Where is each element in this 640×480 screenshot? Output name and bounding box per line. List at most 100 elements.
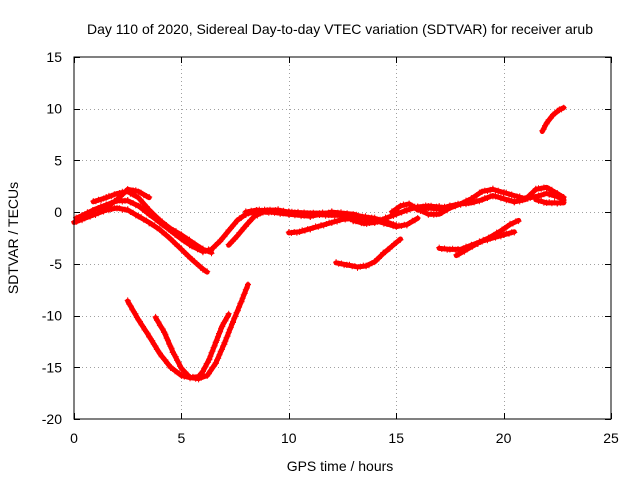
data-point-marker: [476, 189, 483, 196]
data-point-marker: [111, 204, 118, 211]
data-point-marker: [181, 234, 188, 241]
data-point-marker: [485, 234, 492, 241]
data-point-marker: [138, 214, 145, 221]
data-point-marker: [543, 120, 550, 127]
data-point-marker: [214, 333, 221, 340]
data-point-marker: [463, 201, 469, 208]
data-point-marker: [401, 221, 408, 228]
data-point-marker: [313, 210, 320, 217]
data-point-marker: [137, 318, 143, 325]
data-point-marker: [551, 189, 558, 196]
data-point-marker: [146, 194, 153, 200]
data-point-marker: [446, 246, 453, 253]
data-point-marker: [186, 236, 193, 243]
data-point-marker: [189, 239, 196, 246]
data-point-marker: [245, 220, 251, 227]
data-point-marker: [342, 216, 349, 223]
y-tick-label: 5: [54, 152, 62, 168]
data-point-marker: [316, 210, 323, 217]
data-point-marker: [154, 225, 161, 232]
data-point-marker: [135, 213, 142, 220]
data-point-marker: [211, 342, 218, 349]
data-point-marker: [511, 229, 518, 236]
data-point-marker: [452, 201, 459, 208]
data-point-marker: [425, 211, 432, 218]
data-point-marker: [144, 330, 151, 337]
data-point-marker: [288, 229, 295, 236]
data-point-marker: [239, 295, 246, 302]
data-point-marker: [217, 328, 224, 335]
chart-title: Day 110 of 2020, Sidereal Day-to-day VTE…: [87, 21, 593, 37]
series-arc-10: [414, 184, 567, 213]
x-tick-label: 5: [178, 430, 186, 446]
data-point-marker: [146, 206, 153, 213]
series-arc-11: [532, 196, 567, 207]
data-point-marker: [242, 208, 249, 215]
y-tick-label: 10: [46, 101, 62, 117]
data-point-marker: [135, 188, 142, 195]
data-point-marker: [138, 189, 145, 196]
data-point-marker: [347, 216, 354, 223]
data-point-marker: [127, 303, 134, 310]
data-point-marker: [155, 319, 162, 326]
data-point-marker: [175, 359, 182, 366]
y-tick-label: 0: [54, 204, 62, 220]
data-point-marker: [310, 209, 317, 216]
data-point-marker: [108, 206, 115, 212]
data-point-marker: [151, 222, 158, 229]
x-tick-label: 20: [496, 430, 512, 446]
data-point-marker: [178, 245, 185, 252]
data-point-marker: [156, 350, 163, 357]
series-arc-14: [539, 104, 567, 134]
data-point-marker: [270, 207, 277, 214]
data-point-marker: [238, 298, 245, 305]
data-point-marker: [162, 356, 169, 363]
data-point-marker: [150, 210, 157, 217]
y-tick-label: -5: [50, 256, 63, 272]
data-point-marker: [234, 232, 241, 239]
x-tick-labels: 0 5 10 15 20 25: [70, 430, 619, 446]
data-point-marker: [170, 227, 177, 234]
data-point-marker: [169, 237, 176, 244]
data-point-marker: [406, 201, 413, 208]
data-point-marker: [201, 365, 208, 372]
data-point-marker: [484, 188, 491, 195]
data-point-marker: [215, 355, 222, 362]
data-point-marker: [140, 216, 147, 223]
data-point-marker: [249, 216, 256, 222]
data-point-marker: [230, 318, 236, 325]
data-point-marker: [261, 207, 268, 214]
data-point-marker: [358, 215, 365, 221]
series-arc-4: [96, 186, 153, 213]
data-point-marker: [178, 231, 185, 238]
data-point-marker: [288, 210, 295, 216]
data-point-marker: [291, 229, 298, 235]
data-point-marker: [234, 307, 241, 314]
data-point-marker: [499, 226, 505, 233]
data-point-marker: [441, 245, 448, 252]
data-point-marker: [216, 351, 223, 358]
data-point-marker: [532, 186, 539, 193]
data-point-marker: [328, 219, 335, 226]
data-point-marker: [218, 346, 225, 353]
data-point-marker: [511, 199, 518, 206]
data-point-marker: [322, 210, 329, 217]
data-point-marker: [256, 206, 263, 213]
data-point-marker: [221, 233, 228, 240]
data-point-marker: [175, 230, 182, 237]
data-point-marker: [393, 221, 400, 228]
data-point-marker: [243, 285, 250, 291]
data-point-marker: [227, 324, 234, 331]
data-point-marker: [548, 200, 555, 207]
data-point-marker: [162, 331, 169, 338]
data-point-marker: [436, 244, 443, 251]
data-point-marker: [455, 246, 461, 252]
data-point-marker: [208, 250, 215, 257]
data-point-marker: [323, 221, 330, 227]
data-point-marker: [187, 375, 193, 381]
series-arc-3: [90, 188, 215, 257]
data-point-marker: [551, 199, 558, 206]
data-point-marker: [132, 202, 139, 209]
data-point-marker: [276, 208, 283, 215]
